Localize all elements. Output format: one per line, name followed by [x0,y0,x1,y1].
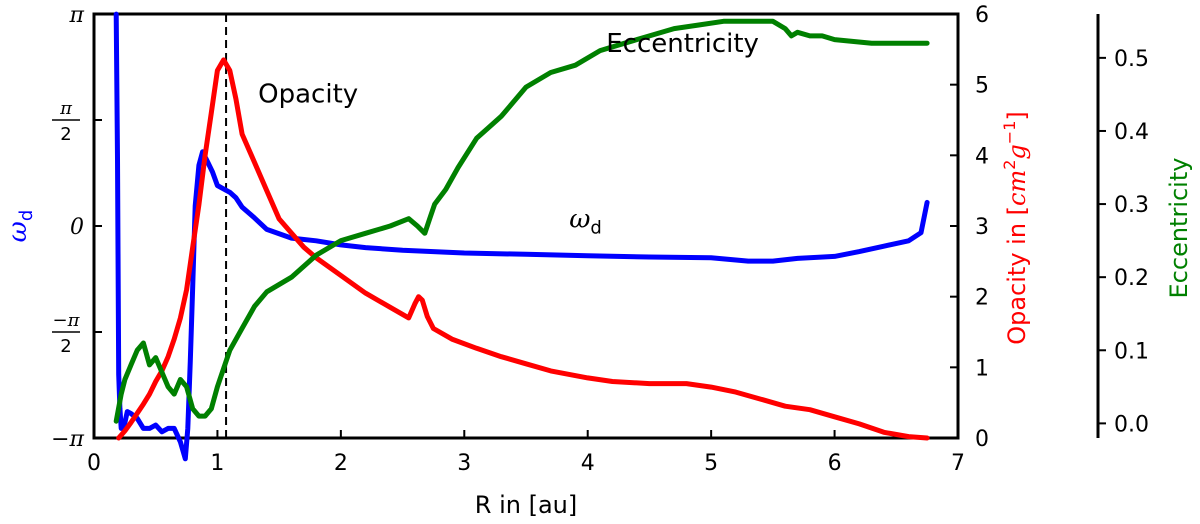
opacity-axis-label-g: g [1003,144,1031,159]
opacity-tick-label: 3 [975,215,989,240]
x-tick-label: 7 [951,451,965,476]
omega-tick-label-numerator: −π [53,310,81,331]
opacity-tick-label: 1 [975,356,989,381]
opacity-axis-label: Opacity in [cm2g−1] [1000,111,1031,345]
x-tick-label: 0 [87,451,101,476]
omega-series-line [113,11,930,462]
eccentricity-axis-label: Eccentricity [1165,158,1193,299]
eccentricity-tick-label: 0.1 [1114,339,1149,364]
opacity-axis-label-sq: 2 [1000,160,1019,170]
eccentricity-axis-ticks: 0.0 0.1 0.2 0.3 0.4 0.5 [1098,47,1149,437]
annotation-omega-sub: d [590,217,601,238]
omega-axis-ticks: −π −π 2 0 π 2 π [51,3,102,452]
opacity-tick-label: 0 [975,427,989,452]
annotation-eccentricity: Eccentricity [606,29,759,59]
eccentricity-tick-label: 0.3 [1114,193,1149,218]
omega-tick-label-numerator: π [59,98,73,119]
opacity-axis-label-inv: −1 [1000,121,1019,145]
omega-tick-label: −π [51,427,84,452]
opacity-tick-label: 6 [975,3,989,28]
omega-tick-label: π [69,3,85,28]
x-tick-label: 2 [334,451,348,476]
x-tick-label: 4 [581,451,595,476]
x-tick-label: 6 [828,451,842,476]
series-layer [113,11,930,462]
annotation-opacity: Opacity [258,79,358,109]
omega-tick-label-denominator: 2 [60,336,71,357]
x-tick-label: 5 [704,451,718,476]
omega-axis-label-sub: d [16,210,37,221]
opacity-axis-label-prefix: Opacity in [ [1003,206,1031,345]
eccentricity-tick-label: 0.2 [1114,266,1149,291]
eccentricity-series-line [113,18,930,424]
omega-tick-label: 0 [70,215,84,240]
omega-axis-label: ωd [3,210,37,243]
omega-axis-label-main: ω [3,221,33,242]
opacity-axis-label-cm: cm [1003,170,1031,206]
x-axis-ticks: 0 1 2 3 4 5 6 7 [87,430,965,476]
opacity-axis-ticks: 0 1 2 3 4 5 6 [950,3,989,452]
opacity-axis-label-suffix: ] [1003,111,1031,120]
opacity-tick-label: 5 [975,74,989,99]
opacity-tick-label: 4 [975,144,989,169]
eccentricity-tick-label: 0.0 [1114,412,1149,437]
annotation-omega-main: ω [569,204,590,234]
eccentricity-tick-label: 0.5 [1114,47,1149,72]
x-tick-label: 3 [457,451,471,476]
x-tick-label: 1 [210,451,224,476]
opacity-tick-label: 2 [975,286,989,311]
eccentricity-tick-label: 0.4 [1114,120,1149,145]
x-axis-label: R in [au] [475,491,577,519]
annotation-omega: ωd [569,204,602,238]
omega-tick-label-denominator: 2 [60,124,71,145]
opacity-series-line [116,57,930,441]
